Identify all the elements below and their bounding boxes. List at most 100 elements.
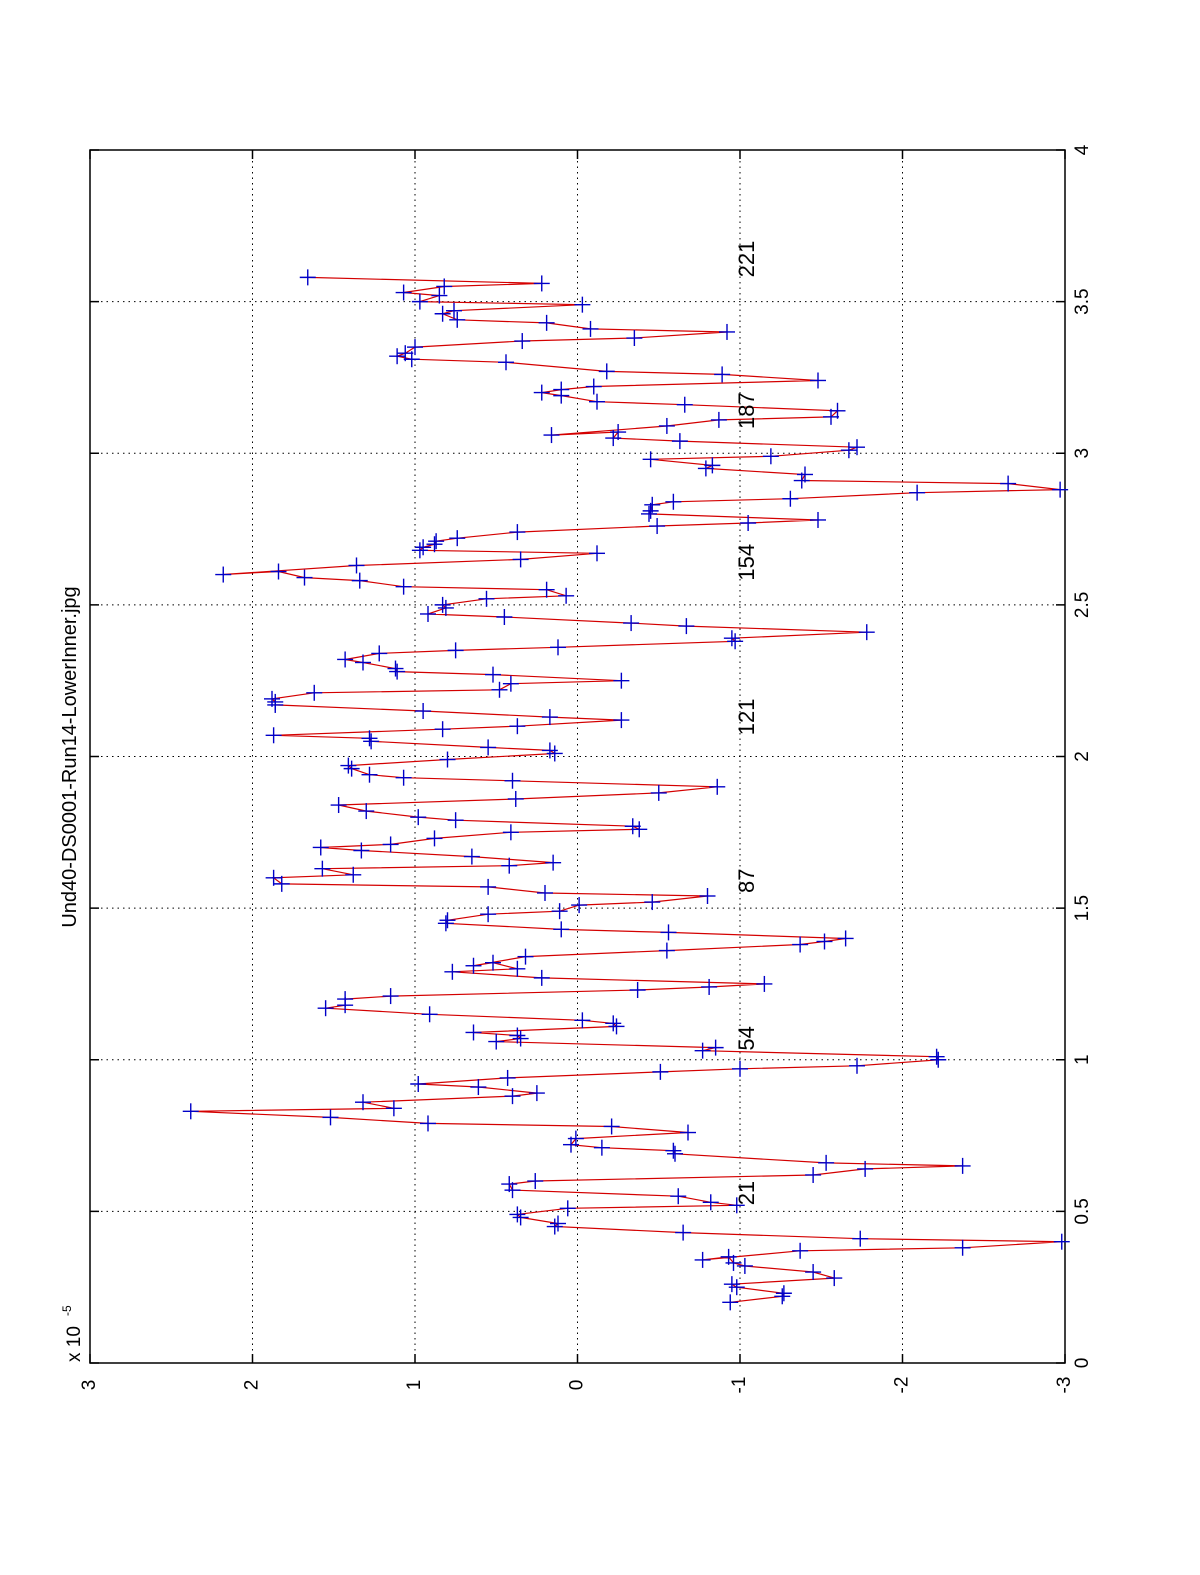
data-point xyxy=(797,466,813,483)
point-annotation: 187 xyxy=(734,392,759,429)
data-point xyxy=(426,536,443,553)
data-point xyxy=(507,790,524,807)
data-point xyxy=(610,424,627,441)
data-point xyxy=(849,1057,865,1074)
data-point xyxy=(502,675,519,692)
data-point xyxy=(756,975,773,992)
data-point xyxy=(410,1076,427,1093)
data-point xyxy=(857,1160,874,1177)
data-point xyxy=(543,427,560,444)
data-point xyxy=(382,836,399,853)
data-point xyxy=(816,933,833,950)
data-point xyxy=(644,496,661,513)
x-tick-label: 3.5 xyxy=(1072,288,1093,314)
data-point xyxy=(732,1060,748,1077)
data-point xyxy=(215,566,232,583)
point-annotation: 54 xyxy=(734,1026,759,1050)
data-point xyxy=(553,381,570,398)
point-annotation: 87 xyxy=(734,868,759,892)
data-point xyxy=(665,1142,682,1159)
data-point xyxy=(528,1085,545,1102)
data-point xyxy=(387,660,404,677)
data-point xyxy=(826,1270,843,1287)
data-point xyxy=(264,690,280,707)
data-point xyxy=(533,384,550,401)
data-point xyxy=(567,1130,584,1147)
data-point xyxy=(710,411,727,428)
x-tick-label: 2.5 xyxy=(1072,592,1093,618)
data-point xyxy=(723,1276,740,1293)
data-point xyxy=(1052,481,1069,498)
data-point xyxy=(736,1257,753,1274)
data-point xyxy=(496,609,513,626)
data-point xyxy=(447,642,464,659)
data-point xyxy=(411,542,428,559)
data-point xyxy=(694,1042,711,1059)
data-point xyxy=(322,1109,339,1126)
data-point xyxy=(680,1124,696,1141)
data-point xyxy=(707,1039,724,1056)
data-point xyxy=(434,305,451,322)
data-point xyxy=(723,630,740,647)
data-point xyxy=(509,718,526,735)
data-point xyxy=(428,533,445,550)
data-point xyxy=(551,903,568,920)
point-annotation: 221 xyxy=(734,241,759,278)
data-point xyxy=(353,842,370,859)
data-point xyxy=(722,1294,739,1311)
data-point xyxy=(431,287,448,304)
data-point xyxy=(358,803,375,820)
data-point xyxy=(343,760,360,777)
y-tick-label: -1 xyxy=(729,1377,750,1394)
data-point xyxy=(702,1194,719,1211)
data-point xyxy=(550,1215,566,1232)
data-point xyxy=(701,978,718,995)
data-point xyxy=(512,551,529,568)
y-tick-label: 3 xyxy=(79,1380,100,1391)
data-point xyxy=(546,1218,563,1235)
data-point xyxy=(421,1006,438,1023)
data-point xyxy=(954,1157,971,1174)
data-point xyxy=(545,854,562,871)
y-tick-label: -2 xyxy=(892,1377,913,1394)
data-point xyxy=(363,733,380,750)
x-tick-label: 1 xyxy=(1072,1054,1093,1065)
data-point xyxy=(527,1173,544,1190)
data-point xyxy=(660,924,677,941)
data-point xyxy=(439,751,456,768)
data-point xyxy=(371,645,388,662)
data-point xyxy=(509,1206,526,1223)
data-point xyxy=(447,812,464,829)
data-point xyxy=(434,596,451,613)
point-annotation: 121 xyxy=(734,699,759,736)
data-point xyxy=(512,1030,529,1047)
data-point xyxy=(858,624,875,641)
annotation-layer: 21 54 87 121 154 187 221 xyxy=(734,241,759,1206)
data-point xyxy=(589,545,605,562)
data-point xyxy=(314,860,331,877)
data-point xyxy=(485,666,501,683)
marker-layer xyxy=(182,269,1070,1311)
data-point xyxy=(1053,1233,1070,1250)
data-point xyxy=(658,942,675,959)
data-point xyxy=(498,354,514,371)
y-multiplier: x 10 -5 xyxy=(60,1305,85,1362)
data-point xyxy=(348,557,365,574)
x-tick-label: 1.5 xyxy=(1072,895,1093,921)
data-point xyxy=(395,769,412,786)
data-point xyxy=(426,830,443,847)
data-point xyxy=(449,530,466,547)
data-point xyxy=(501,857,518,874)
x-tick-label: 4 xyxy=(1072,144,1093,155)
data-point xyxy=(792,936,809,953)
data-point xyxy=(849,439,865,456)
data-point xyxy=(675,1224,692,1241)
data-point xyxy=(676,396,693,413)
data-point xyxy=(658,417,675,434)
data-point xyxy=(436,278,453,295)
data-point xyxy=(553,921,570,938)
data-point xyxy=(434,721,451,738)
data-point xyxy=(714,366,731,383)
data-point xyxy=(840,442,857,459)
point-annotation: 21 xyxy=(734,1181,759,1205)
